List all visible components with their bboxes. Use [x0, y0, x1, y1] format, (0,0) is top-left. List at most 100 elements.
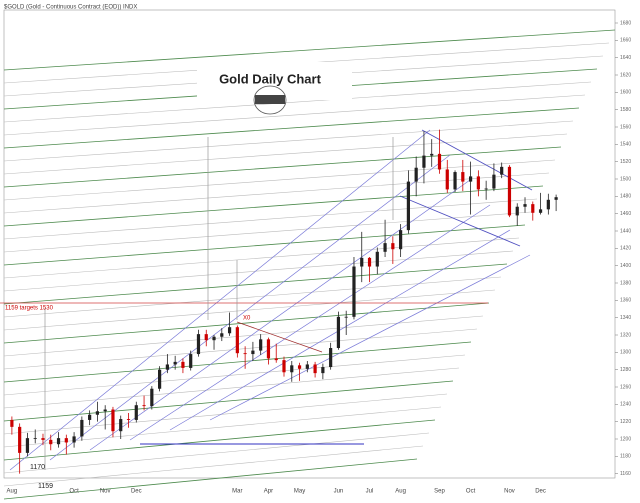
x-tick-label: Dec — [535, 489, 546, 495]
y-tick-label: 1440 — [620, 228, 631, 234]
candle-body — [538, 209, 543, 213]
level-line — [3, 328, 478, 370]
candle-body — [492, 174, 496, 189]
candle-body — [391, 243, 395, 250]
chart-title: Gold Daily Chart — [219, 71, 322, 86]
level-line — [3, 198, 538, 240]
title-box — [197, 62, 352, 100]
candle-body — [507, 166, 512, 216]
y-tick-label: 1560 — [620, 124, 631, 130]
level-line — [3, 224, 526, 266]
level-line — [3, 302, 490, 344]
y-tick-label: 1520 — [620, 159, 631, 165]
candle-body — [297, 365, 302, 369]
candle-body — [126, 419, 131, 420]
candle-body — [227, 327, 232, 334]
candle-body — [515, 206, 519, 216]
candle-body — [274, 358, 278, 361]
candle-body — [336, 316, 341, 348]
level-line — [3, 237, 520, 279]
y-tick-label: 1280 — [620, 367, 631, 373]
candle-body — [266, 339, 271, 359]
candle-body — [72, 436, 76, 443]
candle-body — [290, 365, 294, 373]
y-tick-label: 1480 — [620, 194, 631, 200]
candle-body — [25, 438, 30, 453]
annotation: 1170 — [30, 464, 45, 471]
candle-body — [134, 405, 138, 420]
x-tick-label: Nov — [504, 489, 515, 495]
candle-body — [196, 334, 201, 355]
candle-body — [150, 388, 154, 407]
candle-body — [251, 350, 255, 355]
channel-line — [9, 129, 431, 471]
x-tick-label: Jul — [366, 489, 374, 495]
x-tick-label: Sep — [434, 489, 445, 495]
candle-body — [437, 153, 442, 170]
candle-body — [158, 369, 162, 389]
level-line — [3, 406, 442, 448]
candle-body — [189, 354, 193, 368]
y-tick-label: 1340 — [620, 315, 631, 321]
y-tick-label: 1240 — [620, 402, 631, 408]
y-tick-label: 1420 — [620, 246, 631, 252]
candle-body — [313, 364, 317, 374]
level-line — [3, 432, 430, 474]
x-tick-label: Jun — [334, 489, 344, 495]
chart-header: $GOLD (Gold - Continuous Contract (EOD))… — [4, 5, 137, 11]
y-tick-label: 1200 — [620, 436, 631, 442]
y-tick-label: 1540 — [620, 142, 631, 148]
candle-body — [18, 426, 22, 453]
y-tick-label: 1460 — [620, 211, 631, 217]
x-tick-label: Dec — [131, 489, 142, 495]
y-tick-label: 1320 — [620, 332, 631, 338]
channel-line — [421, 129, 533, 191]
trend-lines — [3, 29, 616, 500]
y-tick-label: 1360 — [620, 298, 631, 304]
candle-body — [56, 438, 61, 445]
candle-body — [500, 166, 504, 175]
candle-body — [375, 251, 379, 267]
level-line — [3, 263, 508, 305]
candle-body — [305, 364, 309, 369]
candle-body — [399, 230, 403, 250]
x-tick-label: Apr — [264, 489, 273, 495]
candle-body — [220, 333, 224, 337]
y-tick-label: 1600 — [620, 90, 631, 96]
channel-line — [209, 254, 531, 421]
candle-body — [321, 367, 325, 374]
candle-body — [352, 266, 356, 317]
channel-line — [49, 154, 451, 461]
level-line — [3, 172, 550, 214]
candle-body — [476, 176, 480, 190]
candle-body — [546, 199, 550, 210]
candle-body — [344, 316, 348, 318]
level-line — [3, 458, 418, 500]
candle-body — [165, 364, 169, 370]
candle-body — [531, 204, 535, 213]
y-tick-label: 1260 — [620, 384, 631, 390]
candle-body — [64, 438, 68, 443]
y-tick-label: 1640 — [620, 55, 631, 61]
level-line — [3, 445, 424, 487]
x-tick-label: Nov — [100, 489, 111, 495]
logo — [253, 85, 287, 115]
candle-body — [95, 411, 100, 415]
trend-line — [236, 321, 323, 353]
candle-body — [445, 169, 449, 190]
x-tick-label: Oct — [69, 489, 79, 495]
candle-body — [468, 176, 473, 182]
candle-body — [80, 419, 84, 437]
y-tick-label: 1680 — [620, 20, 631, 26]
candle-body — [554, 197, 558, 200]
level-line — [3, 185, 544, 227]
x-tick-label: Oct — [466, 489, 476, 495]
level-line — [3, 419, 436, 461]
candle-body — [49, 439, 53, 445]
level-line — [3, 107, 580, 149]
candle-body — [235, 327, 239, 354]
annotation: X0 — [243, 316, 251, 322]
x-tick-label: Aug — [7, 489, 18, 495]
level-line — [3, 393, 448, 435]
level-line — [3, 354, 466, 396]
